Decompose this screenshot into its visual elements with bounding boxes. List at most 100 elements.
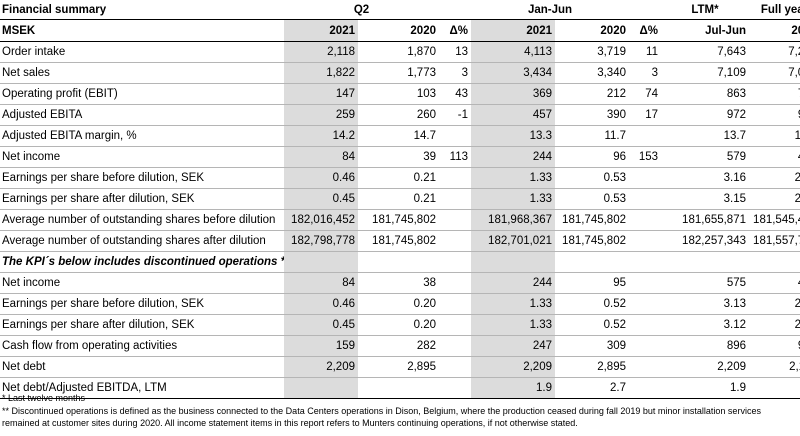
footnotes: * Last twelve months ** Discontinued ope…	[2, 392, 798, 430]
row-label: Operating profit (EBIT)	[0, 83, 284, 105]
cell-value: 959	[749, 335, 800, 357]
cell-value: 3.13	[661, 293, 749, 315]
table-row: Adjusted EBITA margin, % 14.2 14.7 13.3 11.7…	[0, 125, 800, 147]
cell-value: -1	[439, 104, 471, 126]
cell-value: 7,109	[661, 62, 749, 84]
section-row: The KPI´s below includes discontinued op…	[0, 251, 800, 273]
cell-value: 1.33	[471, 314, 555, 336]
cell-value: 1.9	[749, 377, 800, 399]
cell-value: 13	[439, 41, 471, 63]
cell-value: 113	[439, 146, 471, 168]
cell-value: 0.45	[284, 314, 358, 336]
column-header: 2020	[358, 19, 439, 42]
cell-value: 457	[471, 104, 555, 126]
cell-value: 1,870	[358, 41, 439, 63]
cell-value: 13.3	[471, 125, 555, 147]
cell-value: 0.20	[358, 293, 439, 315]
cell-value: 2.35	[749, 167, 800, 189]
group-q2: Q2	[284, 0, 439, 20]
cell-value: 432	[749, 146, 800, 168]
table-body-discontinued: Net income843824495575426Earnings per sh…	[0, 272, 800, 399]
footnote-ltm: * Last twelve months	[2, 393, 86, 403]
column-header: Δ%	[629, 19, 661, 42]
cell-value: 159	[284, 335, 358, 357]
cell-value: 1,773	[358, 62, 439, 84]
unit-label: MSEK	[0, 19, 284, 42]
cell-value: 3,434	[471, 62, 555, 84]
cell-value: 0.53	[555, 167, 629, 189]
cell-value	[439, 293, 471, 315]
cell-value: 2,895	[358, 356, 439, 378]
row-label: Earnings per share after dilution, SEK	[0, 188, 284, 210]
cell-value	[439, 188, 471, 210]
column-header: 2020	[555, 19, 629, 42]
cell-value	[439, 377, 471, 399]
cell-value: 896	[661, 335, 749, 357]
cell-value: 1.33	[471, 167, 555, 189]
cell-value	[358, 377, 439, 399]
column-header: 2021	[471, 19, 555, 42]
cell-value: 247	[471, 335, 555, 357]
table-row: Earnings per share after dilution, SEK 0.…	[0, 188, 800, 210]
row-label: Cash flow from operating activities	[0, 335, 284, 357]
cell-value	[629, 167, 661, 189]
row-label: Adjusted EBITA margin, %	[0, 125, 284, 147]
cell-value: 2.35	[749, 188, 800, 210]
cell-value: 96	[555, 146, 629, 168]
cell-value: 212	[555, 83, 629, 105]
cell-value: 1,822	[284, 62, 358, 84]
table-body-continuing: Order intake 2,118 1,870 13 4,113 3,719 11 7,64…	[0, 41, 800, 252]
cell-value: 3.15	[661, 188, 749, 210]
cell-value: 309	[555, 335, 629, 357]
cell-value: 13.7	[661, 125, 749, 147]
cell-value: 426	[749, 272, 800, 294]
cell-value: 39	[358, 146, 439, 168]
section-header: The KPI´s below includes discontinued op…	[0, 251, 800, 273]
cell-value: 84	[284, 272, 358, 294]
cell-value: 2,116	[749, 356, 800, 378]
cell-value: 369	[471, 83, 555, 105]
column-header: 2021	[284, 19, 358, 42]
cell-value: 182,257,343	[661, 230, 749, 252]
cell-value: 7,015	[749, 62, 800, 84]
column-header: Δ%	[439, 19, 471, 42]
cell-value: 95	[555, 272, 629, 294]
cell-value: 2,118	[284, 41, 358, 63]
cell-value	[629, 314, 661, 336]
cell-value: 3,719	[555, 41, 629, 63]
cell-value: 182,798,778	[284, 230, 358, 252]
row-label: Net debt	[0, 356, 284, 378]
cell-value: 7,643	[661, 41, 749, 63]
cell-value: 103	[358, 83, 439, 105]
table-row: Order intake 2,118 1,870 13 4,113 3,719 11 7,64…	[0, 41, 800, 63]
cell-value	[439, 335, 471, 357]
row-label: Net income	[0, 272, 284, 294]
cell-value: 3	[629, 62, 661, 84]
cell-value: 181,745,802	[555, 209, 629, 231]
cell-value: 260	[358, 104, 439, 126]
cell-value: 2,209	[471, 356, 555, 378]
cell-value: 43	[439, 83, 471, 105]
cell-value: 3,340	[555, 62, 629, 84]
cell-value: 390	[555, 104, 629, 126]
cell-value	[439, 314, 471, 336]
cell-value: 1.9	[661, 377, 749, 399]
cell-value	[439, 356, 471, 378]
table-row: Earnings per share before dilution, SEK 0…	[0, 167, 800, 189]
cell-value	[629, 335, 661, 357]
table-row: Cash flow from operating activities 159 28…	[0, 335, 800, 357]
cell-value: 1.33	[471, 293, 555, 315]
cell-value: 0.52	[555, 314, 629, 336]
cell-value	[284, 377, 358, 399]
cell-value: 7,249	[749, 41, 800, 63]
cell-value: 182,016,452	[284, 209, 358, 231]
row-label: Net sales	[0, 62, 284, 84]
footnote-discontinued: ** Discontinued operations is defined as…	[2, 405, 761, 429]
cell-value: 3.12	[661, 314, 749, 336]
cell-value: 181,745,802	[358, 230, 439, 252]
cell-value: 0.46	[284, 167, 358, 189]
cell-value: 0.21	[358, 188, 439, 210]
cell-value	[439, 167, 471, 189]
